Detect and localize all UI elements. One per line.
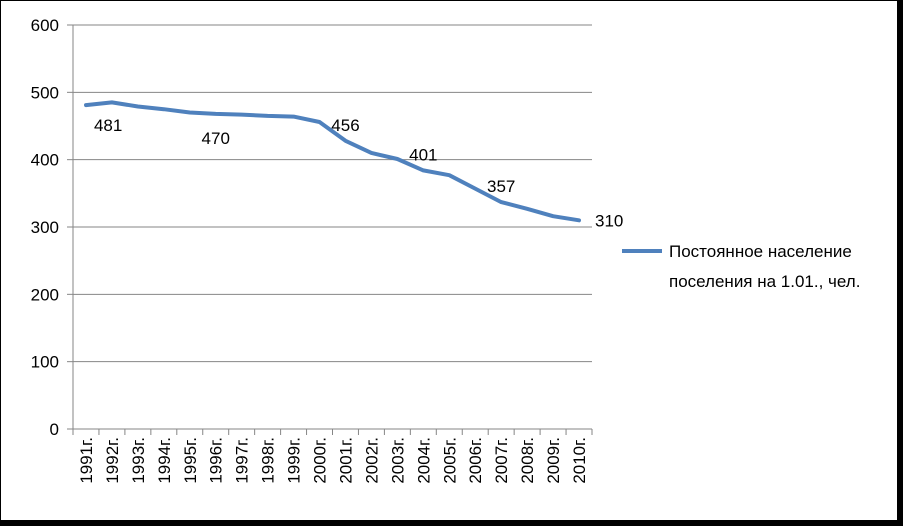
x-tick-label: 2006г. <box>466 437 485 484</box>
y-tick-label: 400 <box>31 151 59 170</box>
y-tick-label: 200 <box>31 285 59 304</box>
legend: Постоянное население поселения на 1.01.,… <box>622 242 860 291</box>
data-label: 456 <box>331 116 359 135</box>
series-line <box>84 100 581 223</box>
x-tick-label: 1992г. <box>103 437 122 484</box>
y-tick-label: 0 <box>50 420 59 439</box>
x-tick-label: 1994г. <box>155 437 174 484</box>
x-tick-label: 2005г. <box>440 437 459 484</box>
x-tick-label: 1999г. <box>285 437 304 484</box>
y-tick-label: 600 <box>31 16 59 35</box>
x-tick-label: 1998г. <box>259 437 278 484</box>
y-tick-label: 500 <box>31 83 59 102</box>
data-label: 481 <box>94 116 122 135</box>
legend-label-line-2: поселения на 1.01., чел. <box>669 272 860 291</box>
x-tick-label: 1997г. <box>233 437 252 484</box>
data-label: 470 <box>202 129 230 148</box>
data-label: 310 <box>595 211 623 230</box>
series-lines <box>84 100 581 223</box>
x-tick-label: 2001г. <box>336 437 355 484</box>
data-labels: 481 470 456 401 357 310 <box>94 116 623 230</box>
x-tick-label: 1996г. <box>207 437 226 484</box>
x-tick-label: 2008г. <box>518 437 537 484</box>
axes <box>67 24 593 435</box>
x-tick-label: 1991г. <box>77 437 96 484</box>
x-axis-tick-labels: 1991г. 1992г. 1993г. 1994г. 1995г. 1996г. 1997… <box>77 437 589 484</box>
data-label: 401 <box>409 145 437 164</box>
y-tick-label: 100 <box>31 353 59 372</box>
x-tick-label: 2009г. <box>544 437 563 484</box>
y-axis-tick-labels: 0 100 200 300 400 500 600 <box>31 16 59 439</box>
x-tick-label: 2004г. <box>414 437 433 484</box>
gridlines <box>73 24 592 363</box>
legend-label-line-1: Постоянное население <box>669 242 852 261</box>
x-tick-label: 2000г. <box>311 437 330 484</box>
x-tick-label: 2002г. <box>362 437 381 484</box>
y-tick-label: 300 <box>31 218 59 237</box>
x-tick-label: 2003г. <box>388 437 407 484</box>
data-label: 357 <box>487 177 515 196</box>
x-tick-label: 2007г. <box>492 437 511 484</box>
x-tick-label: 2010г. <box>570 437 589 484</box>
x-tick-label: 1993г. <box>129 437 148 484</box>
x-tick-label: 1995г. <box>181 437 200 484</box>
